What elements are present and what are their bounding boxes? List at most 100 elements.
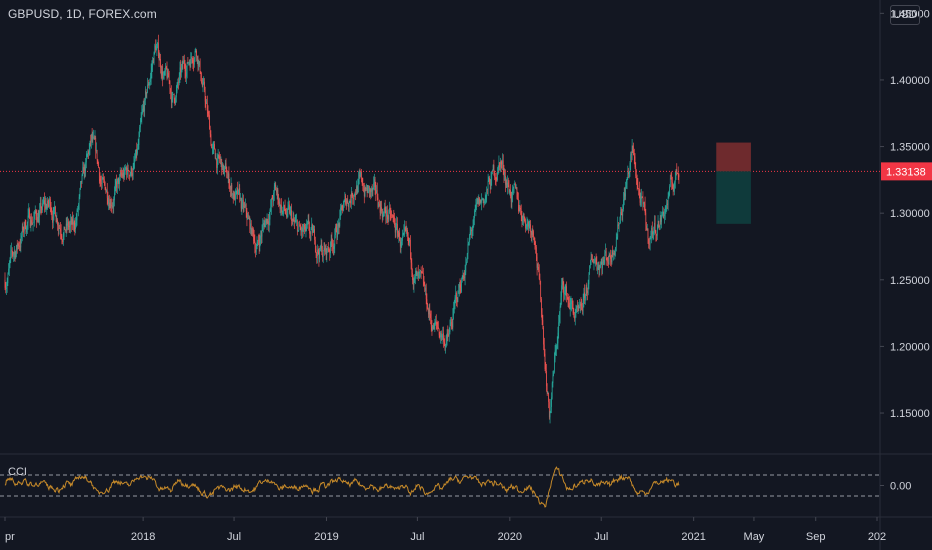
time-tick-label: 202 (868, 531, 886, 543)
candle-body (109, 202, 111, 209)
currency-button[interactable]: USD (890, 5, 920, 25)
candle-body (383, 212, 385, 215)
candle-body (129, 175, 131, 176)
candle-body (606, 257, 608, 260)
candle-body (497, 172, 498, 181)
candle-body (340, 207, 341, 217)
candle-body (420, 270, 422, 272)
candle-body (220, 159, 222, 161)
candle-body (8, 268, 9, 275)
candle-body (448, 334, 449, 337)
candle-body (548, 392, 549, 402)
stop-loss-zone[interactable] (716, 142, 751, 172)
candle-body (176, 83, 178, 92)
candle-body (184, 64, 186, 72)
candle-body (474, 208, 476, 212)
candle-body (463, 275, 464, 277)
candle-body (96, 150, 97, 152)
candle-body (123, 173, 125, 178)
candle-body (350, 192, 352, 204)
candle-body (362, 183, 364, 190)
candle-body (32, 223, 33, 225)
candle-body (5, 287, 7, 290)
candle-body (519, 207, 521, 212)
candle-body (608, 262, 609, 265)
candle-body (191, 56, 192, 59)
candle-body (238, 188, 240, 190)
candle-body (86, 156, 87, 163)
candle-body (147, 84, 148, 93)
candle-body (321, 244, 323, 254)
candle-body (260, 235, 261, 239)
candle-body (330, 239, 332, 243)
candle-body (586, 287, 588, 291)
candle-body (297, 230, 299, 232)
candle-body (318, 251, 320, 259)
candle-body (216, 158, 218, 168)
candle-body (608, 254, 610, 265)
candle-body (578, 306, 580, 309)
candle-body (36, 215, 38, 223)
candle-body (120, 173, 122, 175)
candle-body (47, 200, 48, 209)
candle-body (145, 90, 147, 95)
candle-body (394, 217, 395, 226)
candle-body (441, 336, 443, 338)
candle-body (507, 182, 508, 187)
candle-body (506, 182, 508, 187)
candle-body (482, 198, 484, 200)
cci-line[interactable] (4, 466, 680, 508)
candle-body (273, 193, 274, 202)
candle-body (287, 206, 289, 210)
candle-body (4, 279, 6, 288)
candle-body (458, 284, 460, 292)
candle-body (410, 252, 412, 263)
candle-body (356, 186, 357, 195)
candle-body (288, 204, 290, 207)
candle-body (54, 206, 56, 208)
candle-body (227, 173, 229, 179)
candle-body (83, 167, 84, 174)
candle-body (183, 60, 185, 65)
candle-body (17, 244, 19, 247)
candlestick-series[interactable] (4, 34, 680, 424)
candle-body (365, 187, 367, 190)
candle-body (643, 202, 644, 205)
candle-body (667, 196, 669, 206)
take-profit-zone[interactable] (716, 171, 751, 224)
candle-body (21, 235, 22, 239)
candle-body (605, 251, 607, 258)
candle-body (634, 156, 636, 168)
candle-body (670, 178, 672, 180)
candle-body (314, 229, 315, 240)
candle-body (19, 245, 20, 247)
candle-body (232, 193, 233, 195)
candle-body (142, 108, 143, 113)
cci-indicator-label[interactable]: CCI (8, 466, 27, 478)
symbol-title[interactable]: GBPUSD, 1D, FOREX.com (8, 7, 157, 21)
candle-body (430, 313, 431, 319)
candle-body (202, 83, 204, 87)
candle-body (292, 218, 294, 222)
candle-body (127, 167, 129, 171)
candle-body (526, 222, 528, 227)
candle-body (392, 215, 393, 217)
candle-body (139, 127, 140, 137)
candle-body (294, 220, 295, 222)
candle-body (409, 239, 410, 243)
candle-body (213, 144, 215, 147)
candle-body (64, 226, 66, 230)
candle-body (509, 189, 511, 193)
candle-body (253, 237, 255, 242)
candle-body (500, 161, 501, 168)
candle-body (145, 90, 146, 101)
candle-body (337, 227, 338, 238)
candle-body (657, 221, 659, 229)
candle-body (678, 174, 680, 178)
time-tick-label: Jul (227, 531, 241, 543)
candle-body (613, 252, 615, 255)
candle-body (529, 224, 531, 226)
candle-body (169, 80, 171, 89)
candle-body (487, 189, 488, 190)
